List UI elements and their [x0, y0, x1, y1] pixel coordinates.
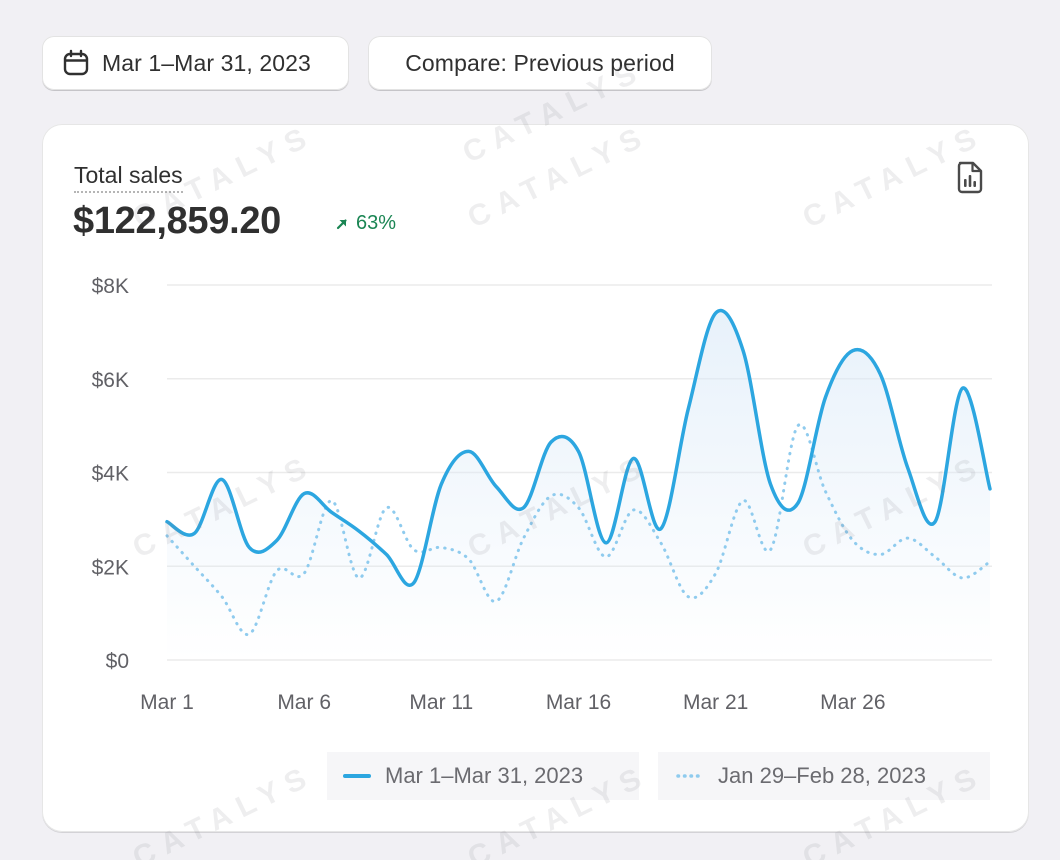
change-value: 63% — [356, 212, 397, 234]
y-tick-label: $0 — [106, 650, 129, 673]
y-tick-label: $2K — [92, 556, 129, 579]
legend-item-current[interactable]: Mar 1–Mar 31, 2023 — [327, 752, 639, 800]
metric-title[interactable]: Total sales — [74, 162, 183, 193]
x-tick-label: Mar 6 — [277, 691, 331, 714]
total-sales-card: Total sales $122,859.20 63% $8K $6K $4K $2K… — [42, 124, 1029, 832]
series-area-current — [167, 310, 990, 660]
x-tick-label: Mar 11 — [409, 691, 473, 714]
y-tick-label: $6K — [92, 369, 129, 392]
date-range-label: Mar 1–Mar 31, 2023 — [102, 49, 311, 76]
arrow-up-right-icon — [336, 218, 347, 229]
change-badge: 63% — [335, 212, 396, 235]
legend-label-current: Mar 1–Mar 31, 2023 — [385, 763, 584, 788]
x-tick-label: Mar 16 — [546, 691, 611, 714]
date-range-button[interactable]: Mar 1–Mar 31, 2023 — [42, 36, 349, 90]
calendar-icon — [63, 49, 89, 76]
metric-value: $122,859.20 — [73, 200, 282, 242]
report-icon[interactable] — [955, 160, 985, 194]
compare-label: Compare: Previous period — [405, 49, 675, 76]
series-line-current — [165, 308, 992, 587]
legend-item-previous[interactable]: Jan 29–Feb 28, 2023 — [658, 752, 990, 800]
x-tick-label: Mar 21 — [683, 691, 748, 714]
legend-label-previous: Jan 29–Feb 28, 2023 — [718, 763, 926, 788]
x-tick-label: Mar 1 — [140, 691, 194, 714]
compare-button[interactable]: Compare: Previous period — [368, 36, 712, 90]
y-tick-label: $4K — [92, 463, 129, 486]
y-tick-label: $8K — [92, 275, 129, 298]
legend-dotted-line-icon — [676, 774, 704, 778]
sales-line-chart: $8K $6K $4K $2K $0 Mar 1 Mar 6 Mar 11 Mar 16 Mar … — [92, 275, 992, 714]
legend-solid-line-icon — [343, 774, 371, 778]
x-tick-label: Mar 26 — [820, 691, 885, 714]
